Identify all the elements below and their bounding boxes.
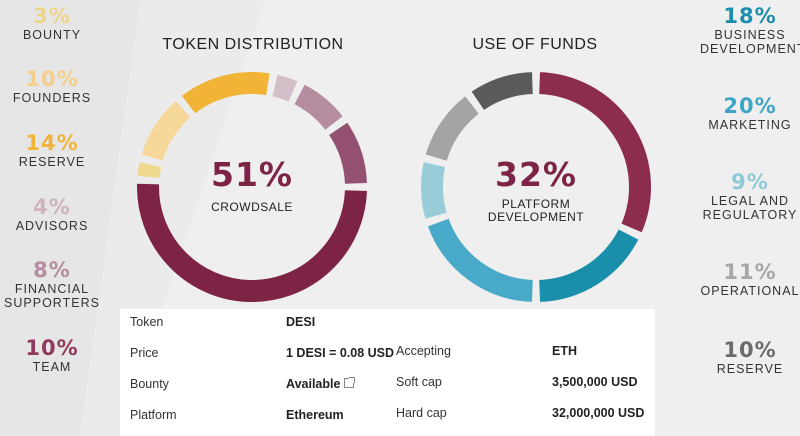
legend-item-marketing: 20% MARKETING [700,94,800,132]
legend-item-founders: 10% FOUNDERS [0,67,104,105]
legend-label: RESERVE [18,155,86,169]
legend-pct: 4% [33,195,71,219]
legend-pct: 8% [33,258,71,282]
external-link-icon[interactable] [344,377,356,388]
slice-advisors [272,74,298,102]
slice-business-development [538,229,639,302]
table-value: Ethereum [286,408,344,422]
legend-item-business-development: 18% BUSINESS DEVELOPMENT [700,4,800,56]
use-of-funds-title: USE OF FUNDS [472,36,598,53]
table-key: Token [130,315,164,329]
table-value: 32,000,000 USD [552,406,645,420]
table-value: DESI [286,315,316,329]
legend-item-reserve-funds: 10% RESERVE [700,338,800,376]
legend-item-financial-supporters: 8% FINANCIAL SUPPORTERS [0,258,104,310]
slice-legal-and-regulatory [421,162,447,219]
legend-pct: 10% [723,338,777,362]
legend-label: BOUNTY [22,28,82,42]
slice-financial-supporters [294,84,343,131]
legend-pct: 10% [25,336,79,360]
bounty-link[interactable]: Available [286,377,356,391]
legend-item-team: 10% TEAM [0,336,104,374]
table-value: 1 DESI = 0.08 USD [286,346,395,360]
table-key: Hard cap [396,406,447,420]
legend-label: LEGAL AND REGULATORY [702,194,798,222]
slice-platform-development [538,72,651,233]
table-key: Soft cap [396,375,442,389]
legend-item-reserve: 14% RESERVE [0,131,104,169]
slice-founders [141,101,191,162]
slice-operational [425,96,480,162]
legend-pct: 11% [723,260,777,284]
legend-pct: 18% [723,4,777,28]
legend-label: ADVISORS [15,219,89,233]
token-distribution-donut [137,72,367,302]
slice-reserve [471,72,534,111]
token-distribution-center-value: 51% [211,155,293,194]
token-distribution-title: TOKEN DISTRIBUTION [162,36,344,53]
legend-label: BUSINESS DEVELOPMENT [700,28,800,56]
legend-item-legal-and-regulatory: 9% LEGAL AND REGULATORY [700,170,800,222]
legend-pct: 20% [723,94,777,118]
legend-item-operational: 11% OPERATIONAL [700,260,800,298]
table-key: Bounty [130,377,169,391]
table-value: 3,500,000 USD [552,375,638,389]
legend-label: RESERVE [716,362,784,376]
legend-label: FOUNDERS [12,91,92,105]
legend-label: FINANCIAL SUPPORTERS [4,282,100,310]
slice-reserve [181,72,270,114]
table-value: ETH [552,344,577,358]
legend-label: OPERATIONAL [700,284,800,298]
legend-pct: 10% [25,67,79,91]
legend-pct: 3% [33,4,71,28]
slice-crowdsale [137,183,367,302]
table-key: Platform [130,408,177,422]
token-distribution-center-label: CROWDSALE [211,200,293,214]
use-of-funds-donut [421,72,651,302]
token-info-table: Token DESI Price 1 DESI = 0.08 USD Bount… [120,309,655,436]
legend-label: TEAM [32,360,72,374]
slice-team [328,122,367,185]
use-of-funds-center-label: PLATFORM DEVELOPMENT [487,197,585,224]
legend-label: MARKETING [708,118,792,132]
use-of-funds-center-value: 32% [495,155,577,194]
slice-bounty [137,162,162,179]
table-value[interactable]: Available [286,377,341,391]
legend-item-advisors: 4% ADVISORS [0,195,104,233]
slice-marketing [427,218,534,302]
legend-pct: 9% [731,170,769,194]
legend-item-bounty: 3% BOUNTY [0,4,104,42]
table-key: Accepting [396,344,451,358]
legend-pct: 14% [25,131,79,155]
table-key: Price [130,346,159,360]
